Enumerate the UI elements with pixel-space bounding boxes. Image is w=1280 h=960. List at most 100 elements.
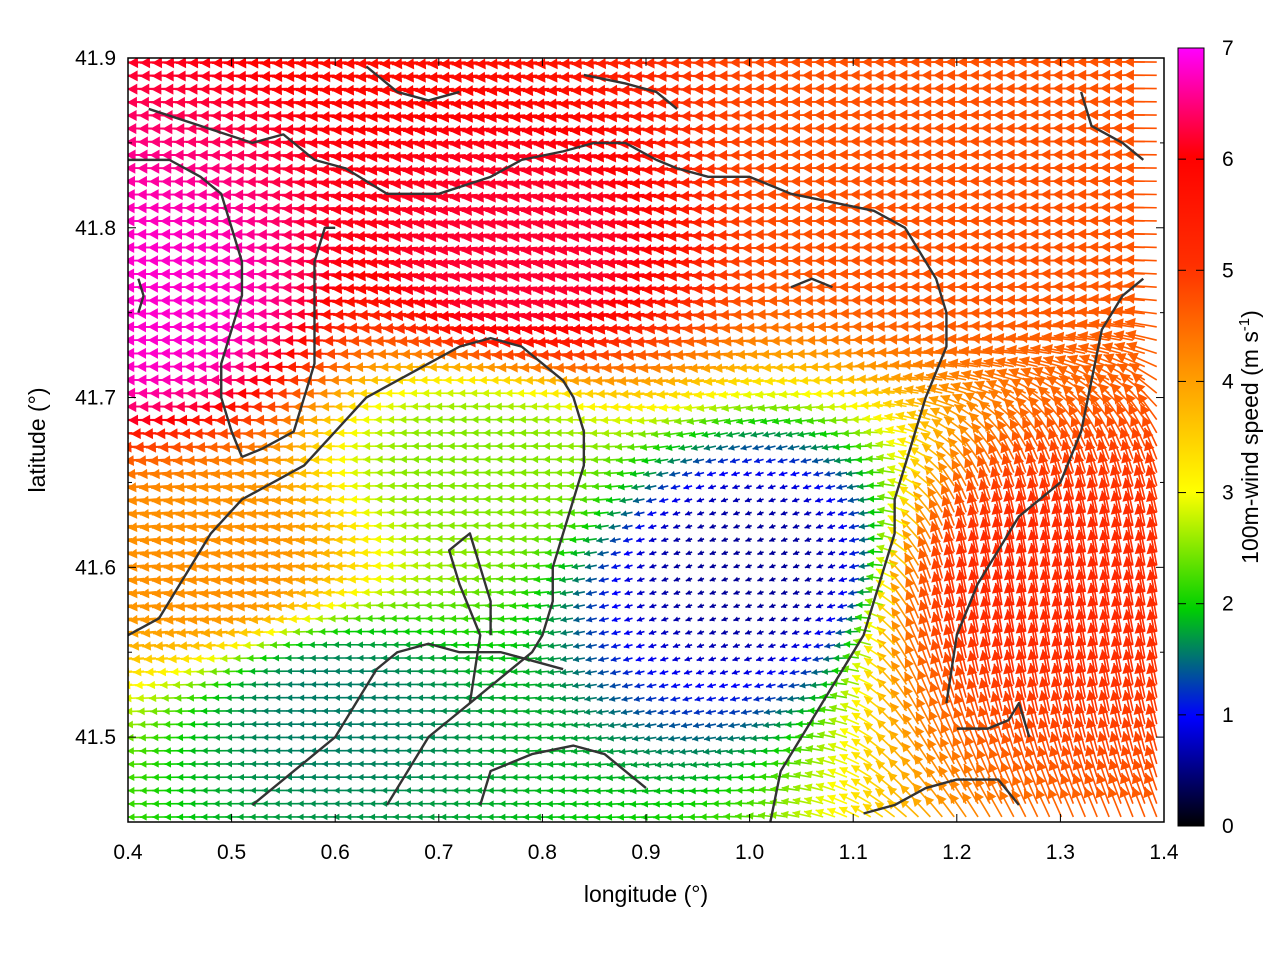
wind-vector bbox=[248, 667, 264, 675]
wind-vector bbox=[964, 749, 979, 778]
wind-vector-head bbox=[452, 760, 459, 768]
wind-vector bbox=[792, 576, 800, 582]
wind-vector-head bbox=[827, 794, 837, 803]
wind-vector bbox=[1120, 744, 1134, 778]
wind-vector bbox=[597, 669, 609, 676]
wind-vector bbox=[224, 681, 240, 689]
wind-vector bbox=[404, 787, 419, 794]
wind-vector-head bbox=[110, 681, 118, 690]
wind-vector bbox=[381, 720, 395, 728]
wind-vector bbox=[609, 695, 621, 702]
wind-vector bbox=[685, 629, 693, 635]
wind-vector-head bbox=[827, 755, 837, 764]
wind-vector bbox=[863, 748, 884, 765]
wind-vector-head bbox=[572, 589, 580, 597]
wind-vector-head bbox=[1013, 732, 1024, 744]
wind-vector-head bbox=[261, 813, 268, 821]
wind-vector-head bbox=[322, 707, 329, 715]
wind-vector-head bbox=[180, 654, 190, 664]
wind-vector-head bbox=[535, 734, 542, 742]
wind-vector bbox=[476, 734, 490, 741]
wind-vector bbox=[745, 589, 752, 595]
wind-vector-head bbox=[345, 694, 352, 701]
wind-vector-head bbox=[1048, 759, 1059, 772]
wind-vector-head bbox=[381, 694, 388, 701]
wind-vector bbox=[560, 602, 574, 610]
wind-vector bbox=[404, 800, 419, 808]
wind-vector-head bbox=[816, 769, 825, 778]
wind-vector-head bbox=[599, 616, 606, 623]
wind-vector-head bbox=[1000, 761, 1011, 773]
wind-vector-head bbox=[440, 667, 447, 675]
wind-vector-head bbox=[498, 654, 506, 662]
wind-vector bbox=[262, 707, 276, 715]
wind-vector bbox=[273, 667, 288, 675]
wind-vector bbox=[850, 778, 872, 792]
wind-vector bbox=[729, 709, 740, 716]
wind-vector bbox=[624, 603, 633, 609]
wind-vector bbox=[648, 629, 657, 635]
wind-vector-head bbox=[464, 773, 471, 781]
wind-vector bbox=[189, 760, 204, 768]
wind-vector-head bbox=[285, 800, 292, 808]
wind-vector-head bbox=[201, 813, 208, 821]
wind-vector bbox=[322, 681, 335, 688]
wind-vector bbox=[546, 589, 562, 597]
wind-vector-head bbox=[439, 654, 447, 662]
wind-vector-head bbox=[310, 681, 317, 688]
wind-vector-head bbox=[666, 774, 673, 782]
wind-vector-head bbox=[582, 800, 589, 808]
wind-vector-head bbox=[116, 800, 123, 807]
wind-vector bbox=[716, 722, 728, 729]
wind-vector-head bbox=[175, 707, 183, 715]
wind-vector-head bbox=[238, 747, 245, 755]
wind-vector-head bbox=[704, 722, 711, 729]
wind-vector-head bbox=[298, 681, 305, 688]
wind-vector bbox=[225, 800, 240, 808]
wind-vector bbox=[320, 641, 335, 649]
wind-vector-head bbox=[152, 773, 159, 781]
wind-vector bbox=[285, 654, 299, 662]
wind-vector-head bbox=[286, 747, 293, 754]
wind-vector bbox=[321, 813, 335, 821]
wind-vector-head bbox=[150, 707, 158, 716]
wind-vector bbox=[559, 576, 574, 583]
wind-vector bbox=[622, 669, 633, 676]
wind-vector-head bbox=[440, 800, 447, 808]
wind-vector-head bbox=[486, 641, 494, 649]
wind-vector-head bbox=[761, 734, 769, 742]
wind-vector-head bbox=[605, 813, 613, 821]
wind-vector-head bbox=[1084, 759, 1095, 771]
wind-vector-head bbox=[403, 628, 410, 636]
wind-vector-head bbox=[594, 774, 601, 782]
wind-vector bbox=[598, 616, 609, 623]
wind-vector-head bbox=[448, 601, 456, 610]
wind-vector bbox=[559, 695, 574, 702]
wind-vector bbox=[405, 694, 419, 702]
wind-vector-head bbox=[717, 709, 724, 716]
wind-vector-head bbox=[417, 720, 424, 728]
wind-vector bbox=[704, 722, 717, 729]
wind-vector bbox=[333, 707, 347, 715]
wind-vector bbox=[381, 681, 395, 688]
wind-vector bbox=[620, 708, 633, 716]
wind-vector bbox=[634, 682, 645, 689]
wind-vector bbox=[719, 682, 729, 689]
wind-vector-head bbox=[211, 681, 219, 689]
wind-vector-head bbox=[435, 588, 444, 596]
wind-vector bbox=[975, 762, 991, 791]
wind-vector bbox=[189, 773, 204, 781]
wind-vector bbox=[598, 590, 609, 596]
wind-vector-head bbox=[571, 708, 579, 716]
wind-vector bbox=[475, 707, 490, 715]
wind-vector bbox=[428, 773, 442, 781]
wind-vector-head bbox=[285, 787, 292, 794]
wind-vector-head bbox=[416, 667, 423, 675]
wind-vector bbox=[648, 616, 657, 622]
wind-vector bbox=[523, 734, 538, 742]
wind-vector-head bbox=[804, 770, 813, 779]
wind-vector-head bbox=[428, 773, 435, 781]
wind-vector-head bbox=[475, 707, 483, 715]
wind-vector bbox=[286, 734, 299, 741]
wind-vector-head bbox=[128, 813, 135, 821]
